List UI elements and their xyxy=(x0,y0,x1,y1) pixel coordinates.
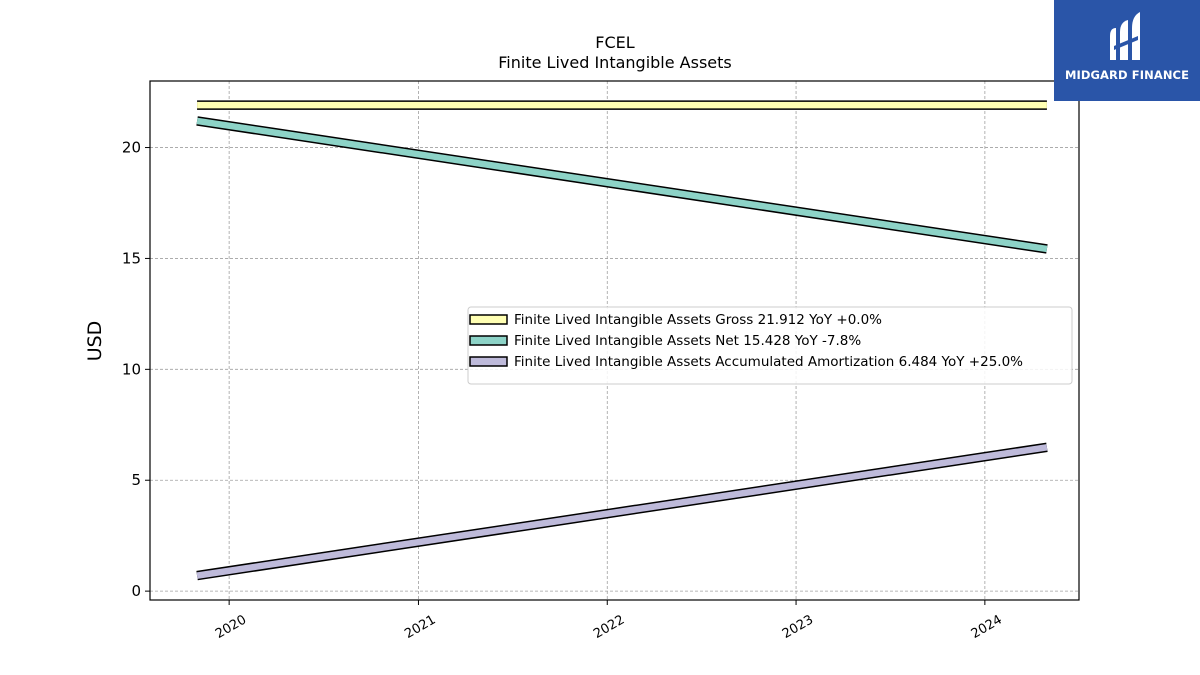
y-tick-label: 10 xyxy=(122,360,141,378)
logo-text: MIDGARD FINANCE xyxy=(1064,68,1190,82)
x-tick-label: 2020 xyxy=(213,612,249,642)
x-tick-label: 2023 xyxy=(780,612,816,642)
plot-frame xyxy=(149,80,1080,601)
legend-entry: Finite Lived Intangible Assets Gross 21.… xyxy=(514,312,882,328)
legend-swatch xyxy=(469,356,508,367)
legend-entry: Finite Lived Intangible Assets Accumulat… xyxy=(514,354,1023,370)
legend-entry: Finite Lived Intangible Assets Net 15.42… xyxy=(514,333,861,349)
y-tick-label: 15 xyxy=(122,249,141,267)
y-tick-label: 20 xyxy=(122,139,141,157)
legend-box xyxy=(467,306,1073,385)
chart-title: FCEL xyxy=(595,33,634,52)
x-tick-label: 2024 xyxy=(969,612,1005,642)
legend: Finite Lived Intangible Assets Gross 21.… xyxy=(467,306,1073,385)
x-tick-label: 2021 xyxy=(402,612,438,642)
y-tick-label: 5 xyxy=(131,471,141,489)
y-tick-label: 0 xyxy=(131,582,141,600)
midgard-logo: MIDGARD FINANCE xyxy=(1054,0,1200,101)
series-line-2 xyxy=(196,117,1048,253)
legend-swatch xyxy=(469,314,508,325)
x-tick-label: 2022 xyxy=(591,612,627,642)
chart-subtitle: Finite Lived Intangible Assets xyxy=(498,53,731,72)
midgard-logo-icon xyxy=(1110,12,1140,60)
legend-swatch xyxy=(469,335,508,346)
y-axis-label: USD xyxy=(84,321,106,362)
series-line-3 xyxy=(196,444,1048,579)
series-lines xyxy=(196,100,1048,581)
